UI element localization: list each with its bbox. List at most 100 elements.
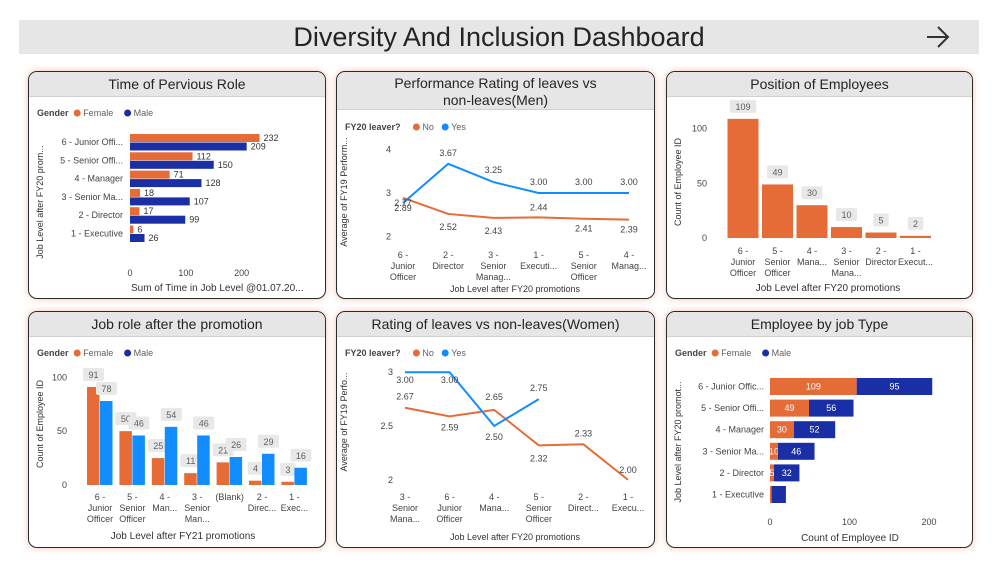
data-label-bg — [96, 382, 117, 395]
y-axis-title: Job Level after FY20 promot... — [673, 381, 683, 502]
x-tick-label: 4 - — [807, 246, 818, 256]
data-label: 30 — [777, 425, 787, 435]
data-label: 54 — [166, 410, 176, 420]
x-tick-label: 3 - — [192, 492, 203, 502]
x-tick-label-line: Director — [865, 257, 897, 267]
card-title: Position of Employees — [667, 72, 972, 97]
y-tick-label: 2 — [388, 475, 393, 485]
card-title: Employee by job Type — [667, 312, 972, 337]
data-label: 2.52 — [439, 222, 457, 232]
y-tick-label: 100 — [52, 372, 67, 382]
x-tick-label-line: Officer — [764, 268, 790, 278]
data-label: 99 — [189, 215, 199, 225]
bar-male — [808, 399, 854, 417]
x-tick-label-line: Man... — [185, 514, 210, 524]
data-label: 2.41 — [575, 224, 593, 234]
x-tick-label: 2 - — [876, 246, 887, 256]
data-label: 150 — [218, 160, 233, 170]
data-label-bg — [280, 462, 296, 476]
data-label: 5 — [878, 216, 883, 226]
bar-male — [130, 234, 145, 242]
legend-marker-male — [762, 349, 770, 357]
y-tick-label: 3 - Senior Ma... — [61, 192, 123, 202]
bar-male — [773, 464, 800, 482]
data-label: 109 — [806, 382, 821, 392]
x-tick-label-line: Execut... — [898, 257, 933, 267]
card-title: Performance Rating of leaves vs non-leav… — [337, 72, 654, 110]
y-tick-label: 4 - Manager — [715, 425, 764, 435]
data-label: 3.00 — [441, 375, 459, 385]
data-label: 25 — [153, 441, 163, 451]
x-tick-label: (Blank) — [215, 492, 244, 502]
bar-male — [130, 179, 202, 188]
y-tick-label: 1 - Executive — [71, 229, 123, 239]
x-tick-label-line: Officer — [119, 514, 145, 524]
bar-female — [184, 473, 197, 485]
x-tick-label-line: Junior — [731, 257, 756, 267]
x-tick-label-line: Manag... — [476, 272, 511, 282]
bar-female — [770, 399, 809, 417]
bar-male — [130, 197, 190, 206]
x-axis-title: Job Level after FY20 promotions — [450, 284, 581, 294]
arrow-right-icon[interactable] — [925, 25, 951, 49]
bar-female — [770, 486, 772, 503]
x-tick-label-line: Senior — [184, 503, 210, 513]
data-label-bg — [225, 438, 247, 451]
data-label: 71 — [174, 170, 184, 180]
x-tick-label-line: Senior — [833, 257, 859, 267]
x-tick-label: 6 - — [444, 492, 455, 502]
y-tick-label: 4 - Manager — [74, 174, 123, 184]
data-label: 2.67 — [396, 392, 414, 402]
legend-marker-female — [73, 349, 81, 357]
data-label: 2.59 — [441, 422, 459, 432]
y-tick-label: 3 — [386, 188, 391, 198]
data-label: 49 — [784, 403, 794, 413]
data-label: 91 — [88, 370, 98, 380]
data-label: 2.75 — [530, 383, 548, 393]
data-label: 2.00 — [619, 465, 637, 475]
x-tick-label-line: Senior — [392, 503, 418, 513]
x-axis-title: Job Level after FY21 promotions — [111, 531, 256, 542]
data-label: 2.89 — [394, 203, 412, 213]
x-tick-label-line: Officer — [390, 272, 416, 282]
bar-male — [856, 378, 933, 395]
x-tick-label-line: Execu... — [612, 503, 645, 513]
chart-performance-men: FY20 leaver? No Yes 2 3 4 2.89 2.52 2.43 2.44 2.41… — [339, 122, 647, 294]
x-tick-label-line: Officer — [87, 514, 113, 524]
x-tick-label-line: Officer — [436, 514, 462, 524]
legend-label-yes: Yes — [451, 348, 466, 358]
legend-title: Gender — [675, 348, 707, 358]
data-label: 3.00 — [396, 375, 414, 385]
x-tick-label-line: Mana... — [479, 503, 509, 513]
data-label-bg — [873, 213, 889, 227]
card-title: Time of Pervious Role — [29, 72, 325, 97]
legend-marker-female — [711, 349, 719, 357]
data-label: 3.00 — [575, 177, 593, 187]
card-time-previous-role: Time of Pervious Role Gender Female Male 0 1… — [28, 71, 326, 299]
legend-label-male: Male — [134, 348, 154, 358]
x-tick-label: 6 - — [738, 246, 749, 256]
data-label: 3 — [285, 465, 290, 475]
data-label: 5 — [769, 468, 774, 478]
legend-marker-female — [73, 109, 81, 117]
data-label-bg — [767, 165, 788, 179]
data-label: 2.50 — [485, 432, 503, 442]
x-tick-label-line: Senior — [571, 261, 597, 271]
x-tick-label: 1 - — [533, 250, 544, 260]
x-tick-label: 5 - — [772, 246, 783, 256]
x-tick-label-line: Manag... — [611, 261, 646, 271]
data-label: 232 — [264, 133, 279, 143]
bar-male — [771, 486, 786, 503]
y-tick-label: 6 - Junior Offi... — [62, 137, 123, 147]
legend-marker-yes — [441, 349, 449, 357]
y-tick-label: 0 — [702, 233, 707, 243]
bar — [762, 184, 793, 238]
y-tick-label: 5 - Senior Offi... — [701, 403, 764, 413]
data-label-bg — [836, 208, 857, 222]
card-employee-job-type: Employee by job Type Gender Female Male 0 10… — [666, 311, 973, 548]
y-tick-label: 0 — [62, 480, 67, 490]
data-label-bg — [907, 216, 924, 230]
x-tick-label-line: Junior — [88, 503, 113, 513]
x-tick-label-line: Direc... — [248, 503, 277, 513]
bar-male — [130, 215, 186, 224]
